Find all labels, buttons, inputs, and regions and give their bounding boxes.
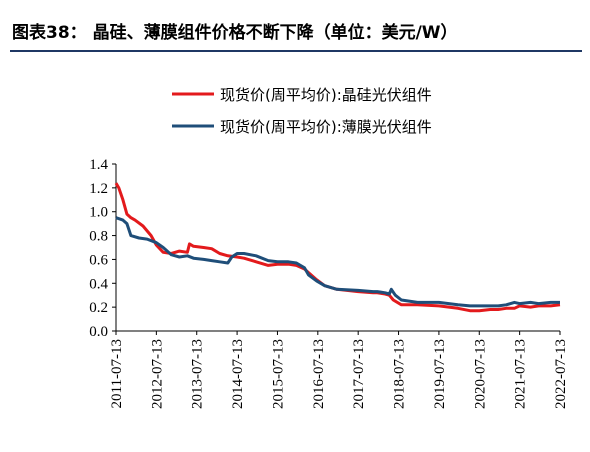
legend-label-thin-film: 现货价(周平均价):薄膜光伏组件 bbox=[220, 118, 432, 136]
y-tick-label: 0.4 bbox=[89, 276, 108, 292]
y-tick-label: 1.2 bbox=[89, 181, 108, 197]
x-tick-label: 2012-07-13 bbox=[149, 339, 165, 409]
y-tick-label: 0.8 bbox=[89, 229, 108, 245]
x-tick-label: 2017-07-13 bbox=[351, 339, 367, 409]
x-tick-label: 2020-07-13 bbox=[472, 339, 488, 409]
title-underline bbox=[10, 50, 582, 52]
x-tick-label: 2015-07-13 bbox=[270, 339, 286, 409]
x-tick-label: 2011-07-13 bbox=[109, 339, 125, 408]
x-tick-label: 2014-07-13 bbox=[230, 339, 246, 409]
series-line-crystalline bbox=[114, 182, 561, 313]
series-line-thin-film bbox=[115, 216, 560, 308]
chart-series bbox=[114, 182, 561, 313]
x-tick-label: 2018-07-13 bbox=[392, 339, 408, 409]
x-tick-label: 2019-07-13 bbox=[432, 339, 448, 409]
x-tick-label: 2013-07-13 bbox=[190, 339, 206, 409]
y-tick-label: 0.0 bbox=[89, 324, 108, 340]
x-tick-label: 2016-07-13 bbox=[311, 339, 327, 409]
legend-label-crystalline: 现货价(周平均价):晶硅光伏组件 bbox=[220, 86, 432, 104]
x-tick-label: 2021-07-13 bbox=[513, 339, 529, 409]
y-tick-label: 0.6 bbox=[89, 252, 108, 268]
y-tick-label: 0.2 bbox=[89, 300, 108, 316]
y-tick-label: 1.0 bbox=[89, 205, 108, 221]
x-tick-label: 2022-07-13 bbox=[553, 339, 569, 409]
page-title: 图表38： 晶硅、薄膜组件价格不断下降（单位：美元/W） bbox=[12, 23, 458, 43]
y-tick-label: 1.4 bbox=[89, 157, 108, 173]
